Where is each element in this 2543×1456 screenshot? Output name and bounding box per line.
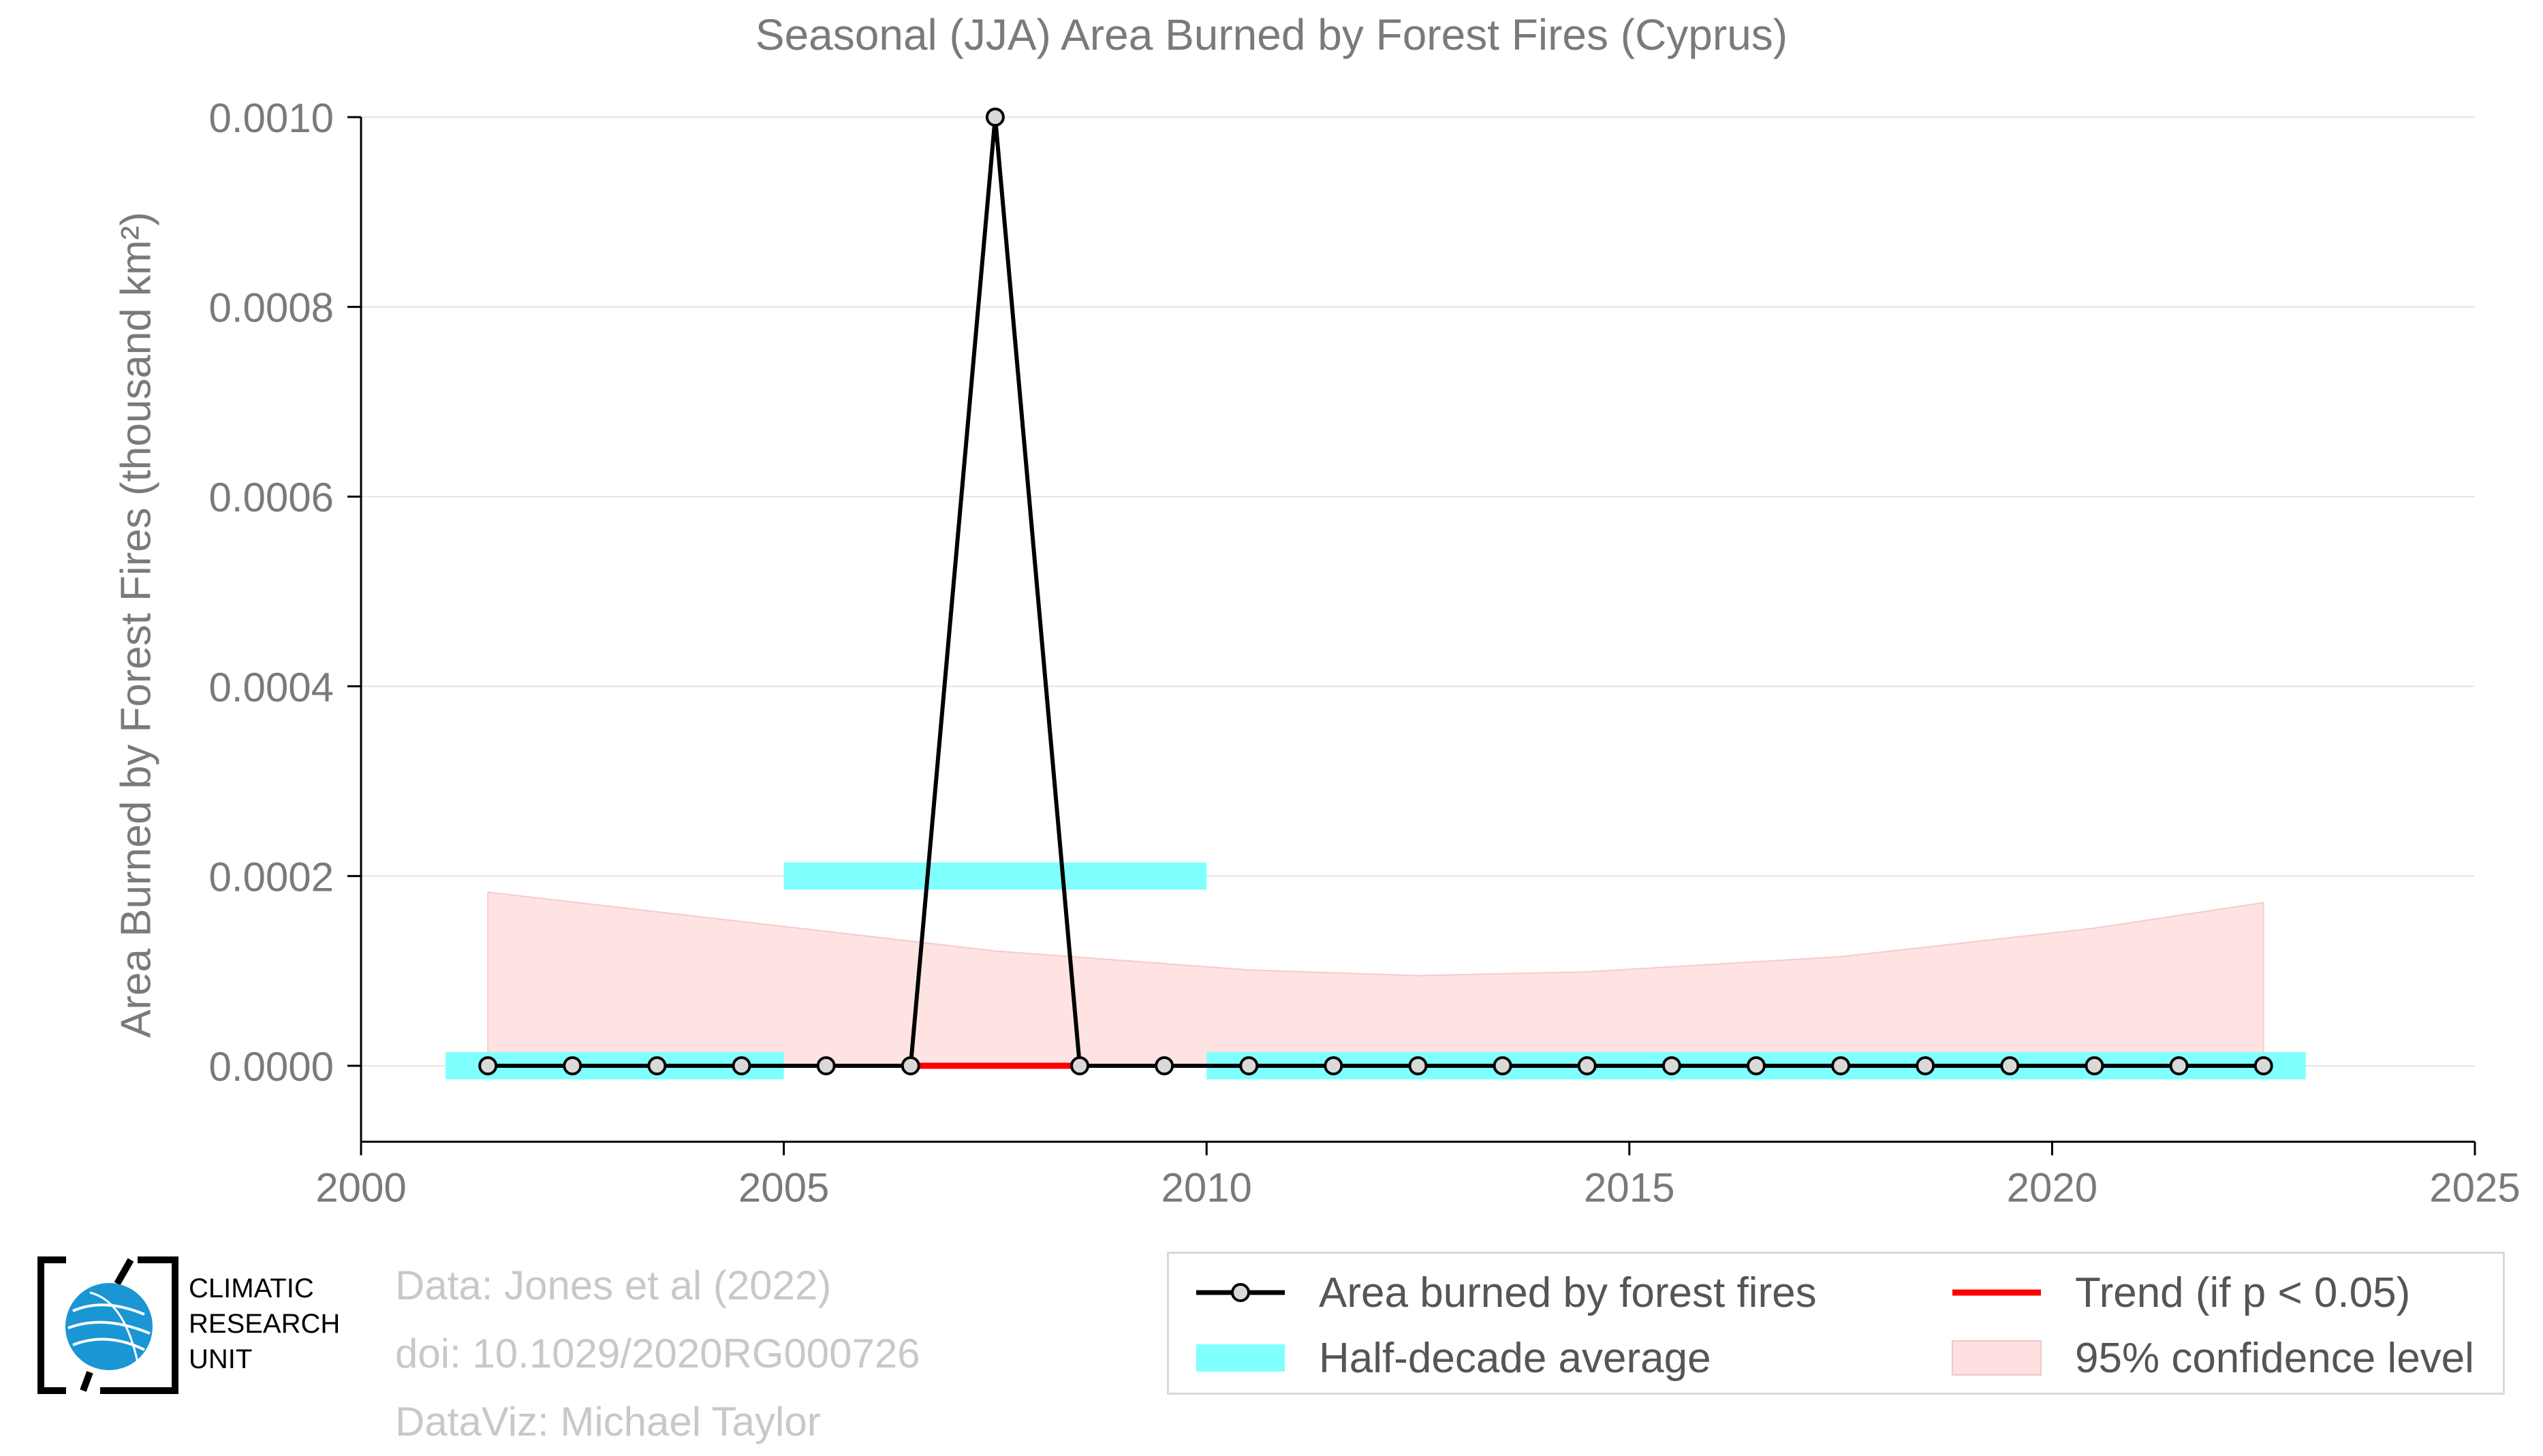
y-tick-label: 0.0004 bbox=[208, 665, 334, 710]
credit-doi: doi: 10.1029/2020RG000726 bbox=[395, 1331, 920, 1376]
data-point bbox=[647, 1056, 667, 1075]
y-tick-label: 0.0000 bbox=[208, 1044, 334, 1090]
series-line-area-burned bbox=[488, 115, 2264, 1068]
data-point bbox=[901, 1056, 920, 1075]
legend-item-area-burned: Area burned by forest fires bbox=[1189, 1262, 1817, 1323]
y-tick-label: 0.0002 bbox=[208, 854, 334, 900]
legend-label: Area burned by forest fires bbox=[1319, 1269, 1817, 1316]
data-point bbox=[1493, 1056, 1512, 1075]
data-point bbox=[2169, 1056, 2189, 1075]
globe-icon bbox=[37, 1256, 178, 1394]
chart-title: Seasonal (JJA) Area Burned by Forest Fir… bbox=[755, 10, 1788, 59]
data-point bbox=[816, 1056, 836, 1075]
y-tick-label: 0.0006 bbox=[208, 475, 334, 520]
data-point bbox=[1577, 1056, 1597, 1075]
data-point bbox=[2253, 1056, 2273, 1075]
confidence-band bbox=[487, 891, 2264, 1066]
legend-item-confidence: 95% confidence level bbox=[1946, 1327, 2474, 1389]
data-point bbox=[1155, 1056, 1174, 1075]
x-tick-label: 2025 bbox=[2429, 1165, 2520, 1210]
data-point bbox=[1324, 1056, 1343, 1075]
data-point bbox=[1916, 1056, 1935, 1075]
logo-line-1: CLIMATIC bbox=[189, 1273, 314, 1303]
legend-key-cyan-bar bbox=[1189, 1327, 1292, 1389]
cru-logo: CLIMATIC RESEARCH UNIT bbox=[35, 1253, 366, 1396]
x-tick-label: 2000 bbox=[315, 1165, 406, 1210]
legend-item-trend: Trend (if p < 0.05) bbox=[1946, 1262, 2410, 1323]
legend-label: Trend (if p < 0.05) bbox=[2075, 1269, 2411, 1316]
legend-key-pink-band bbox=[1946, 1327, 2048, 1389]
x-tick-label: 2020 bbox=[2007, 1165, 2097, 1210]
y-tick-label: 0.0008 bbox=[208, 285, 334, 331]
legend-item-half-decade: Half-decade average bbox=[1189, 1327, 1711, 1389]
data-point bbox=[2000, 1056, 2020, 1075]
legend-label: Half-decade average bbox=[1319, 1334, 1711, 1382]
x-tick-label: 2010 bbox=[1161, 1165, 1251, 1210]
data-point bbox=[1661, 1056, 1681, 1075]
data-point bbox=[985, 108, 1005, 127]
credit-dataviz: DataViz: Michael Taylor bbox=[395, 1399, 821, 1444]
data-point bbox=[732, 1056, 751, 1075]
half-decade-bar bbox=[783, 862, 1207, 890]
data-point bbox=[478, 1056, 498, 1075]
legend-label: 95% confidence level bbox=[2075, 1334, 2474, 1382]
legend-key-red-line bbox=[1946, 1262, 2048, 1323]
data-point bbox=[563, 1056, 582, 1075]
data-point bbox=[2085, 1056, 2104, 1075]
logo-line-2: RESEARCH bbox=[189, 1309, 341, 1339]
data-point bbox=[1239, 1056, 1259, 1075]
x-tick-label: 2015 bbox=[1584, 1165, 1674, 1210]
y-tick-label: 0.0010 bbox=[208, 95, 334, 141]
data-point bbox=[1831, 1056, 1851, 1075]
legend-key-line-marker bbox=[1189, 1262, 1292, 1323]
logo-line-3: UNIT bbox=[189, 1344, 253, 1374]
data-point bbox=[1070, 1056, 1090, 1075]
credits: Data: Jones et al (2022) doi: 10.1029/20… bbox=[395, 1252, 920, 1456]
data-point bbox=[1746, 1056, 1766, 1075]
data-point bbox=[1408, 1056, 1428, 1075]
credit-data: Data: Jones et al (2022) bbox=[395, 1263, 832, 1308]
legend: Area burned by forest fires Half-decade … bbox=[1167, 1252, 2505, 1395]
x-tick-label: 2005 bbox=[738, 1165, 829, 1210]
